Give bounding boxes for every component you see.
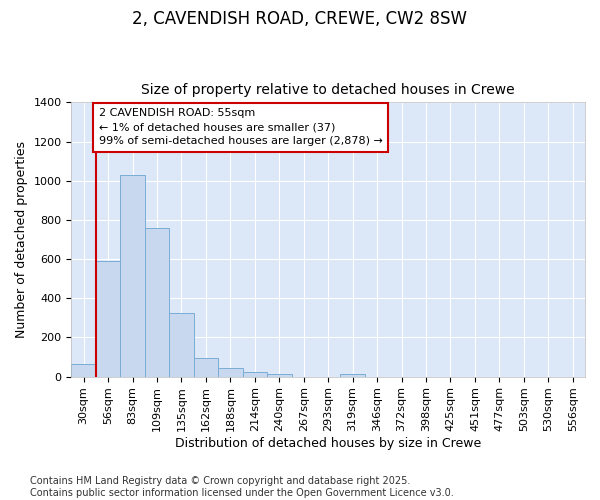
Y-axis label: Number of detached properties: Number of detached properties bbox=[15, 141, 28, 338]
Bar bbox=[71, 364, 96, 376]
Text: Contains HM Land Registry data © Crown copyright and database right 2025.
Contai: Contains HM Land Registry data © Crown c… bbox=[30, 476, 454, 498]
Bar bbox=[96, 261, 121, 376]
Bar bbox=[121, 175, 145, 376]
Title: Size of property relative to detached houses in Crewe: Size of property relative to detached ho… bbox=[142, 83, 515, 97]
Text: 2 CAVENDISH ROAD: 55sqm
← 1% of detached houses are smaller (37)
99% of semi-det: 2 CAVENDISH ROAD: 55sqm ← 1% of detached… bbox=[99, 108, 383, 146]
Bar bbox=[194, 358, 218, 376]
Bar bbox=[340, 374, 365, 376]
X-axis label: Distribution of detached houses by size in Crewe: Distribution of detached houses by size … bbox=[175, 437, 481, 450]
Bar bbox=[218, 368, 242, 376]
Text: 2, CAVENDISH ROAD, CREWE, CW2 8SW: 2, CAVENDISH ROAD, CREWE, CW2 8SW bbox=[133, 10, 467, 28]
Bar bbox=[145, 228, 169, 376]
Bar bbox=[242, 372, 267, 376]
Bar bbox=[169, 313, 194, 376]
Bar bbox=[267, 374, 292, 376]
